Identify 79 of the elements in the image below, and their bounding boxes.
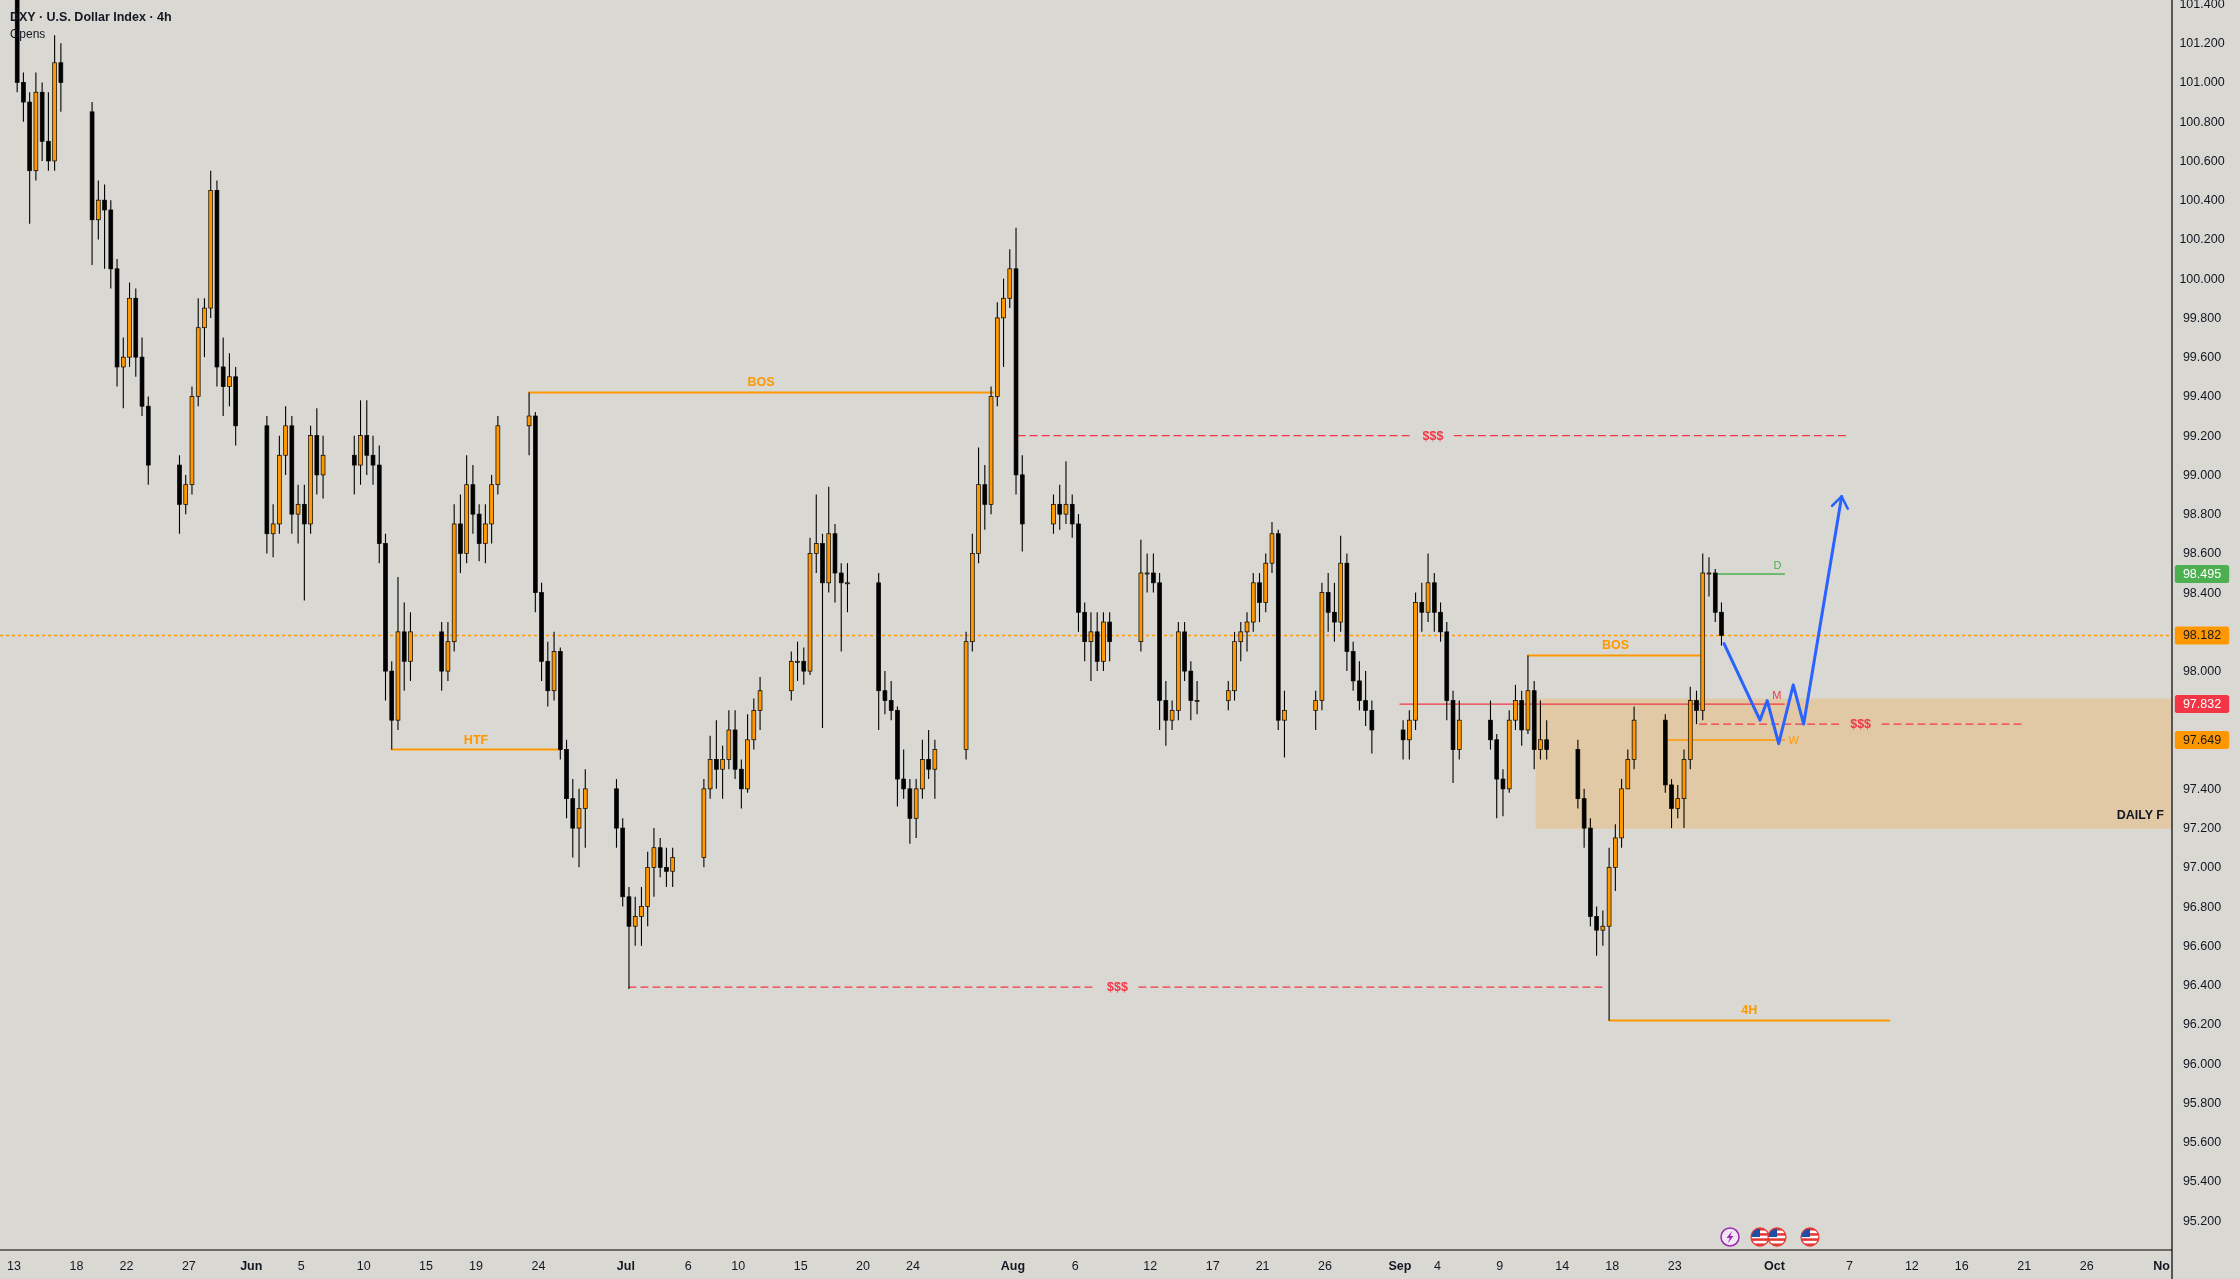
y-tick-label: 96.400 xyxy=(2182,978,2222,993)
y-tick-label: 100.000 xyxy=(2179,271,2225,286)
y-tick-label: 99.200 xyxy=(2182,428,2222,443)
x-tick-label: 10 xyxy=(731,1259,746,1273)
x-tick-label: Sep xyxy=(1388,1259,1412,1273)
x-tick-label: 10 xyxy=(356,1259,371,1273)
x-tick-label: 26 xyxy=(2079,1259,2094,1273)
x-tick-label: 15 xyxy=(793,1259,808,1273)
y-tick-label: 101.200 xyxy=(2179,36,2225,51)
y-tick-label: 95.400 xyxy=(2182,1174,2222,1189)
y-tick-label: 100.600 xyxy=(2179,153,2225,168)
series-label: $$$ xyxy=(1850,717,1872,732)
y-tick-label: 101.400 xyxy=(2179,0,2225,11)
y-tick-label: 98.400 xyxy=(2182,585,2222,600)
x-tick-label: 5 xyxy=(297,1259,305,1273)
x-tick-label: No xyxy=(2153,1259,2171,1273)
x-tick-label: 20 xyxy=(856,1259,871,1273)
x-tick-label: 9 xyxy=(1496,1259,1504,1273)
series-label: W xyxy=(1788,733,1800,746)
y-tick-label: 96.200 xyxy=(2182,1017,2222,1032)
y-tick-label: 98.800 xyxy=(2182,507,2222,522)
y-tick-label: 100.400 xyxy=(2179,193,2225,208)
x-tick-label: 6 xyxy=(1071,1259,1079,1273)
y-tick-label: 96.600 xyxy=(2182,938,2222,953)
y-tick-label: 99.800 xyxy=(2182,310,2222,325)
x-tick-label: 13 xyxy=(7,1259,22,1273)
x-tick-label: 27 xyxy=(181,1259,196,1273)
series-label: M xyxy=(1772,689,1782,702)
x-tick-label: Oct xyxy=(1764,1259,1786,1273)
y-tick-label: 98.495 xyxy=(2182,566,2222,581)
ref-line-label: 98.182 xyxy=(2182,628,2222,643)
x-tick-label: 4 xyxy=(1433,1259,1441,1273)
x-tick-label: 12 xyxy=(1904,1259,1919,1273)
y-tick-label: 96.800 xyxy=(2182,899,2222,914)
x-tick-label: 18 xyxy=(69,1259,84,1273)
y-tick-label: 97.000 xyxy=(2182,860,2222,875)
x-tick-label: 21 xyxy=(2017,1259,2032,1273)
x-tick-label: 15 xyxy=(419,1259,434,1273)
series-label: $$$ xyxy=(1107,980,1128,995)
x-tick-label: 24 xyxy=(531,1259,546,1273)
y-tick-label: 95.800 xyxy=(2182,1095,2222,1110)
y-tick-label: 98.600 xyxy=(2182,546,2222,561)
series-label: BOS xyxy=(747,375,775,390)
x-tick-label: 6 xyxy=(684,1259,692,1273)
x-tick-label: 19 xyxy=(469,1259,484,1273)
series-label: 4H xyxy=(1741,1003,1758,1018)
x-tick-label: 22 xyxy=(119,1259,134,1273)
y-tick-label: 101.000 xyxy=(2179,75,2225,90)
y-tick-label: 99.400 xyxy=(2182,389,2222,404)
x-tick-label: 14 xyxy=(1555,1259,1570,1273)
x-tick-label: Jun xyxy=(240,1259,263,1273)
x-tick-label: 12 xyxy=(1143,1259,1158,1273)
x-tick-label: 23 xyxy=(1667,1259,1682,1273)
x-tick-label: 26 xyxy=(1318,1259,1333,1273)
y-tick-label: 97.200 xyxy=(2182,821,2222,836)
series-label: $$$ xyxy=(1422,428,1444,443)
y-tick-label: 97.649 xyxy=(2182,732,2222,747)
series-label: BOS xyxy=(1602,638,1630,653)
y-tick-label: 100.200 xyxy=(2179,232,2225,247)
y-tick-label: 100.800 xyxy=(2179,114,2225,129)
y-tick-label: 97.832 xyxy=(2182,697,2222,712)
x-tick-label: Jul xyxy=(616,1259,635,1273)
x-tick-label: 18 xyxy=(1605,1259,1620,1273)
x-tick-label: 16 xyxy=(1954,1259,1969,1273)
x-tick-label: 7 xyxy=(1845,1259,1853,1273)
x-tick-label: Aug xyxy=(1000,1259,1026,1273)
y-tick-label: 95.600 xyxy=(2182,1135,2222,1150)
y-tick-label: 97.400 xyxy=(2182,781,2222,796)
y-tick-label: 99.600 xyxy=(2182,350,2222,365)
y-tick-label: 98.000 xyxy=(2182,664,2222,679)
x-tick-label: 17 xyxy=(1205,1259,1220,1273)
series-label: DAILY F xyxy=(2116,808,2165,823)
series-label: D xyxy=(1773,558,1782,571)
y-tick-label: 99.000 xyxy=(2182,467,2222,482)
x-tick-label: 24 xyxy=(906,1259,921,1273)
y-tick-label: 96.000 xyxy=(2182,1056,2222,1071)
series-label: HTF xyxy=(463,732,489,747)
x-tick-label: 21 xyxy=(1255,1259,1270,1273)
y-tick-label: 95.200 xyxy=(2182,1213,2222,1228)
